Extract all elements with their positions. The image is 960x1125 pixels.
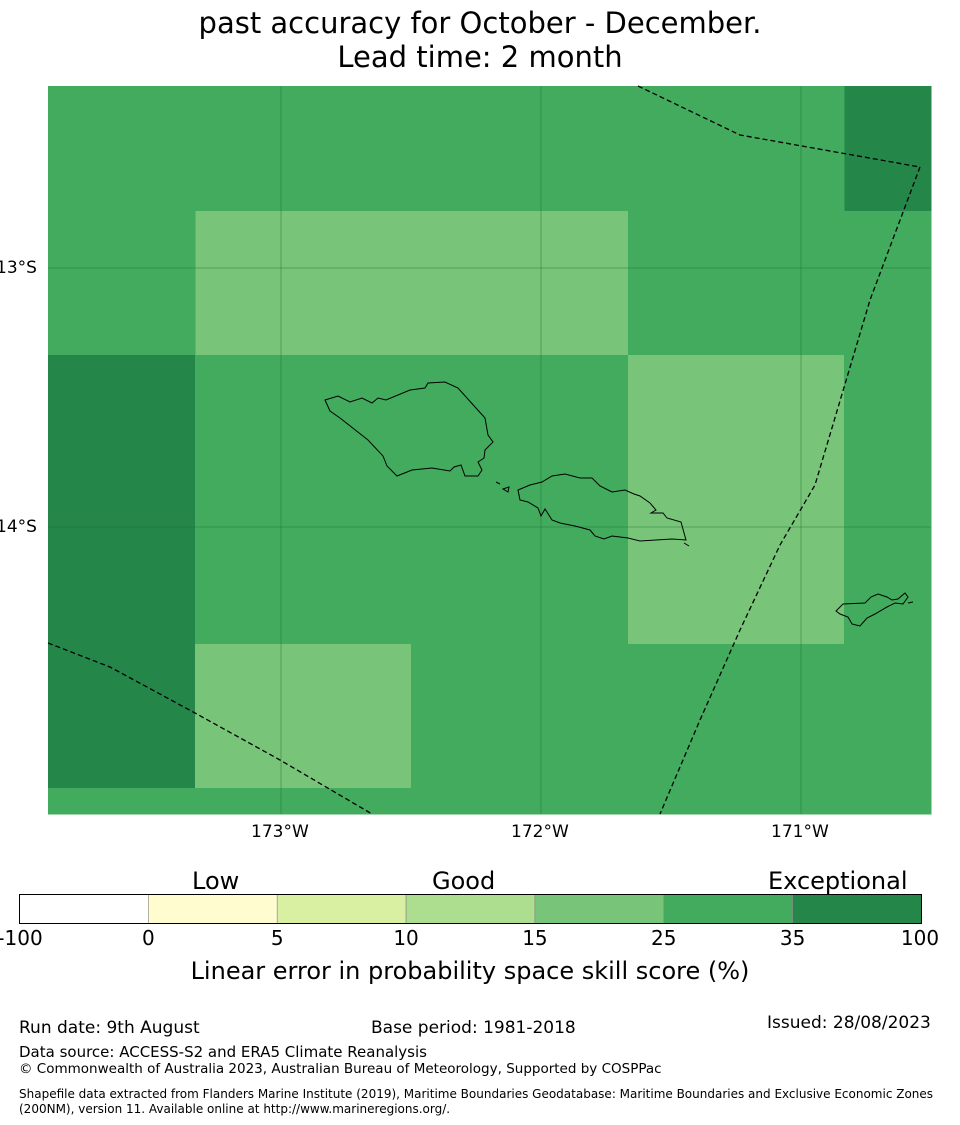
lon-tick-172w: 172°W bbox=[511, 822, 569, 842]
colorbar-word-exceptional: Exceptional bbox=[768, 867, 908, 895]
lon-tick-173w: 173°W bbox=[251, 822, 309, 842]
copyright: © Commonwealth of Australia 2023, Austra… bbox=[19, 1061, 662, 1077]
colorbar-outline bbox=[19, 894, 922, 924]
shapefile-credit-2: (200NM), version 11. Available online at… bbox=[19, 1102, 451, 1116]
skill-cell-good bbox=[628, 355, 845, 645]
issued-date: Issued: 28/08/2023 bbox=[767, 1013, 931, 1033]
colorbar-word-good: Good bbox=[432, 867, 496, 895]
skill-cell-very-good bbox=[195, 355, 629, 645]
maritime-boundaries bbox=[47, 85, 921, 815]
island-tutuila bbox=[835, 592, 909, 627]
boundary-north bbox=[637, 85, 921, 168]
colorbar-tick-label: 0 bbox=[141, 926, 155, 950]
colorbar-word-low: Low bbox=[192, 867, 240, 895]
island-upolu bbox=[517, 473, 687, 542]
data-source: Data source: ACCESS-S2 and ERA5 Climate … bbox=[19, 1043, 427, 1061]
shapefile-credit-1: Shapefile data extracted from Flanders M… bbox=[19, 1087, 934, 1101]
islet-aunuu bbox=[907, 601, 914, 604]
islands bbox=[324, 381, 914, 627]
colorbar-tick-label: 100 bbox=[900, 926, 940, 950]
graticule bbox=[48, 86, 931, 814]
islet-manono bbox=[501, 486, 510, 493]
skill-grid bbox=[48, 86, 932, 815]
lat-tick-14s: 14°S bbox=[0, 517, 37, 537]
colorbar-tick-label: 25 bbox=[651, 926, 677, 950]
skill-cell-good bbox=[195, 211, 629, 356]
skill-cell-very-good bbox=[48, 788, 932, 815]
colorbar-tick-label: 35 bbox=[779, 926, 806, 950]
colorbar-segment bbox=[663, 894, 793, 924]
run-date: Run date: 9th August bbox=[19, 1018, 200, 1038]
colorbar-segment bbox=[792, 894, 922, 924]
colorbar-tick-label: 10 bbox=[393, 926, 419, 950]
colorbar-segment bbox=[19, 894, 149, 924]
island-savaii bbox=[324, 381, 494, 477]
colorbar-tick-label: 5 bbox=[270, 926, 284, 950]
skill-cell-very-good bbox=[48, 211, 196, 356]
lon-tick-171w: 171°W bbox=[771, 822, 829, 842]
base-period: Base period: 1981-2018 bbox=[371, 1018, 576, 1038]
boundary-southwest bbox=[47, 642, 373, 815]
skill-cell-very-good bbox=[411, 644, 932, 789]
skill-map bbox=[47, 85, 932, 815]
colorbar-segment bbox=[405, 894, 536, 924]
boundary-east bbox=[659, 166, 921, 815]
skill-cell-very-good bbox=[48, 86, 845, 212]
title-line-1: past accuracy for October - December. bbox=[198, 6, 762, 40]
colorbar-tick-label: 15 bbox=[522, 926, 548, 950]
skill-cell-very-good bbox=[628, 211, 932, 356]
colorbar-tick-label: -100 bbox=[0, 926, 43, 950]
skill-cell-good bbox=[195, 644, 412, 789]
colorbar-segment bbox=[534, 894, 665, 924]
colorbar-segment bbox=[276, 894, 407, 924]
colorbar-segment bbox=[148, 894, 278, 924]
skill-cell-exceptional bbox=[844, 86, 932, 212]
title-line-2: Lead time: 2 month bbox=[337, 40, 623, 74]
colorbar bbox=[19, 894, 922, 924]
colorbar-segments bbox=[19, 894, 922, 924]
lat-tick-13s: 13°S bbox=[0, 258, 37, 278]
skill-cell-very-good bbox=[844, 355, 932, 645]
islet-east-upolu bbox=[683, 542, 690, 547]
islet-apolima bbox=[495, 481, 501, 485]
skill-cell-exceptional bbox=[48, 355, 196, 789]
colorbar-label: Linear error in probability space skill … bbox=[190, 957, 750, 985]
